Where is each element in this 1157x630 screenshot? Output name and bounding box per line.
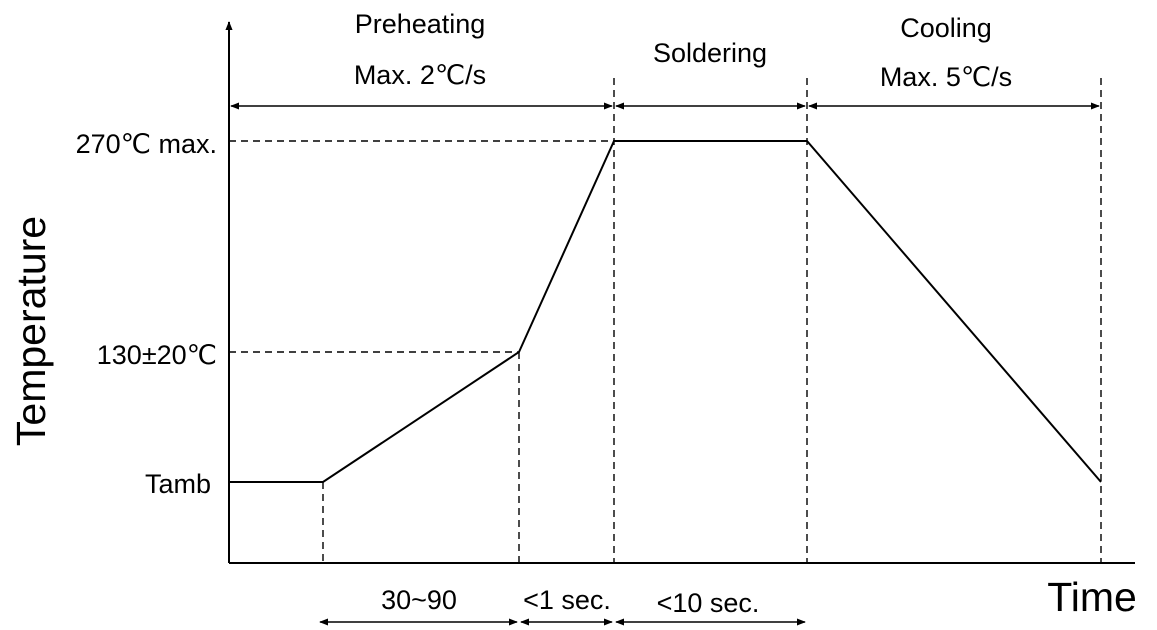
preheating-rate: Max. 2℃/s — [354, 60, 486, 90]
x-axis-title: Time — [1047, 574, 1137, 620]
ambient-temperature-label: Tamb — [145, 469, 211, 499]
preheat-duration-label: 30~90 — [381, 585, 457, 615]
cooling-title: Cooling — [900, 13, 992, 43]
temperature-profile-line — [229, 140, 1102, 483]
cooling-rate: Max. 5℃/s — [880, 62, 1012, 92]
y-axis-title: Temperature — [8, 216, 54, 446]
preheat-temperature-label: 130±20℃ — [97, 340, 217, 370]
soldering-title: Soldering — [653, 38, 767, 68]
preheating-title: Preheating — [355, 9, 486, 39]
soldering-duration-label: <10 sec. — [657, 588, 760, 618]
transition-duration-label: <1 sec. — [523, 585, 611, 615]
peak-temperature-label: 270℃ max. — [76, 129, 217, 159]
